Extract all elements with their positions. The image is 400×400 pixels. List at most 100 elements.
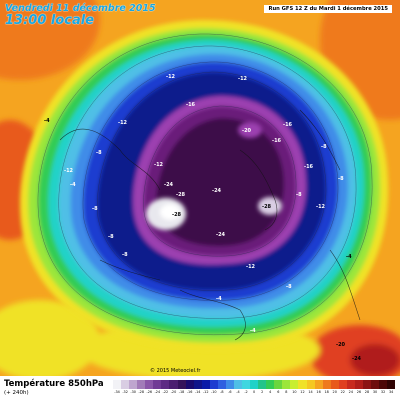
scale-swatch xyxy=(298,380,307,389)
isotherm-label: -24 xyxy=(212,188,222,194)
scale-tick: 18 xyxy=(324,390,329,394)
scale-swatch xyxy=(129,380,138,389)
isotherm-label: -24 xyxy=(216,232,226,238)
isotherm-label: -24 xyxy=(164,182,174,188)
scale-tick: -24 xyxy=(154,390,161,394)
scale-tick: 0 xyxy=(253,390,256,394)
scale-tick: 24 xyxy=(348,390,353,394)
legend: Température 850hPa (+ 240h) -34 -32 -30 -28… xyxy=(0,376,400,400)
scale-swatch xyxy=(121,380,130,389)
scale-swatch xyxy=(330,380,339,389)
isotherm-label: -12 xyxy=(238,76,248,82)
run-info: Run GFS 12 Z du Mardi 1 décembre 2015 xyxy=(264,5,392,13)
scale-tick: -6 xyxy=(228,390,232,394)
isotherm-label: -8 xyxy=(96,150,102,156)
scale-swatch xyxy=(169,380,178,389)
scale-swatch xyxy=(258,380,267,389)
scale-swatch xyxy=(233,380,242,389)
scale-tick: -4 xyxy=(236,390,240,394)
scale-swatch xyxy=(137,380,146,389)
scale-tick: -20 xyxy=(170,390,177,394)
coastlines xyxy=(59,109,361,341)
scale-tick: 20 xyxy=(332,390,337,394)
scale-tick: -16 xyxy=(186,390,193,394)
scale-tick: -28 xyxy=(138,390,144,394)
scale-tick: -22 xyxy=(162,390,169,394)
isotherm-label: -8 xyxy=(338,176,344,182)
scale-tick: 16 xyxy=(316,390,321,394)
scale-swatch xyxy=(242,380,251,389)
isotherm-label: -28 xyxy=(262,204,272,210)
forecast-date: Vendredi 11 décembre 2015 xyxy=(5,3,156,14)
scale-swatch xyxy=(379,380,388,389)
scale-tick: 12 xyxy=(300,390,305,394)
scale-tick: 10 xyxy=(292,390,297,394)
scale-tick: -12 xyxy=(202,390,209,394)
scale-swatch xyxy=(371,380,380,389)
isotherm-label: -8 xyxy=(321,144,327,150)
scale-swatch xyxy=(250,380,259,389)
scale-swatch xyxy=(290,380,299,389)
isotherm-label: -20 xyxy=(242,128,252,134)
scale-tick: 8 xyxy=(285,390,288,394)
scale-swatch xyxy=(354,380,363,389)
scale-tick: -30 xyxy=(130,390,136,394)
scale-swatch xyxy=(362,380,371,389)
isotherm-label: -4 xyxy=(250,328,256,334)
scale-swatch xyxy=(177,380,186,389)
scale-tick: -18 xyxy=(178,390,185,394)
isotherm-label: -8 xyxy=(92,206,98,212)
scale-tick: 22 xyxy=(340,390,345,394)
isotherm-label: -20 xyxy=(336,342,346,348)
isotherm-label: -16 xyxy=(304,164,314,170)
cold-core-greenland xyxy=(258,197,282,215)
local-time: 13:00 locale xyxy=(5,13,95,28)
isotherm-label: -12 xyxy=(118,120,128,126)
scale-tick: -8 xyxy=(220,390,224,394)
band-deep-purple xyxy=(155,118,285,247)
isotherm-label: -16 xyxy=(283,122,293,128)
scale-tick: 4 xyxy=(269,390,272,394)
scale-tick: 26 xyxy=(356,390,362,394)
scale-swatch xyxy=(161,380,170,389)
scale-tick: -32 xyxy=(122,390,128,394)
isotherm-label: -28 xyxy=(172,212,182,218)
scale-tick: -10 xyxy=(211,390,217,394)
scale-tick: 32 xyxy=(380,390,386,394)
scale-ticks: -34 -32 -30 -28 -26 -24 -22 -20 -18 -16 -14 -12 -10-… xyxy=(113,390,395,394)
scale-swatch xyxy=(193,380,202,389)
copyright: © 2015 Meteociel.fr xyxy=(150,368,201,374)
scale-swatch xyxy=(153,380,162,389)
cold-cores xyxy=(146,122,282,230)
scale-swatch xyxy=(306,380,315,389)
scale-tick: -2 xyxy=(244,390,248,394)
scale-swatch xyxy=(185,380,194,389)
scale-swatch xyxy=(266,380,275,389)
isotherm-label: -8 xyxy=(108,234,114,240)
scale-tick: -34 xyxy=(114,390,120,394)
scale-tick: 30 xyxy=(372,390,378,394)
isotherm-label: -4 xyxy=(70,182,76,188)
isotherm-label: -4 xyxy=(216,296,222,302)
scale-swatch xyxy=(225,380,234,389)
scale-swatch xyxy=(201,380,210,389)
scale-tick: -14 xyxy=(194,390,201,394)
legend-subtitle: (+ 240h) xyxy=(4,390,29,396)
temperature-bands xyxy=(20,19,389,351)
isotherm-label: -12 xyxy=(154,162,164,168)
isotherm-label: -16 xyxy=(186,102,196,108)
isotherm-label: -28 xyxy=(176,192,186,198)
isotherm-label: -12 xyxy=(246,264,256,270)
isotherm-label: -16 xyxy=(272,138,282,144)
legend-title: Température 850hPa xyxy=(4,379,104,389)
scale-tick: 28 xyxy=(364,390,370,394)
scale-swatch xyxy=(209,380,218,389)
scale-swatch xyxy=(274,380,283,389)
isotherm-label: -4 xyxy=(346,254,352,260)
color-scale xyxy=(113,380,396,389)
isotherm-label: -12 xyxy=(166,74,176,80)
scale-tick: 2 xyxy=(261,390,264,394)
isotherm-label: -12 xyxy=(316,204,326,210)
